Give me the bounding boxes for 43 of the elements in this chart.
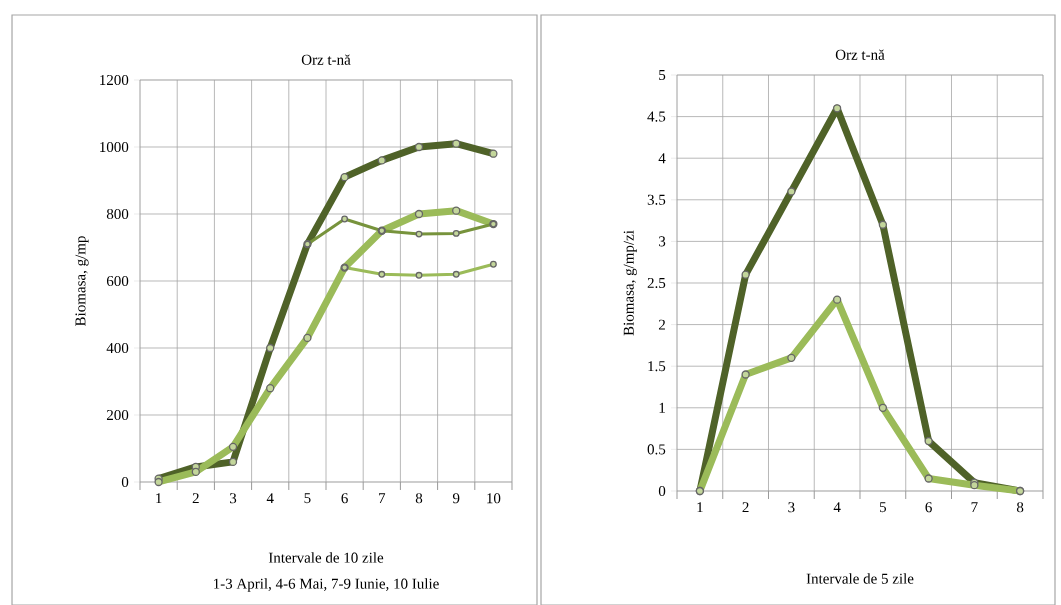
- x-tick-label: 10: [487, 493, 501, 504]
- x-tick-label: 6: [341, 493, 348, 504]
- y-tick-label: 0: [658, 485, 666, 497]
- y-tick-label: 4: [658, 153, 666, 164]
- y-tick-label: 1200: [100, 74, 129, 86]
- x-tick-label: 3: [788, 502, 795, 513]
- x-axis-title: Intervale de 5 zile: [806, 573, 914, 584]
- y-tick-label: 600: [106, 275, 129, 287]
- x-tick-label: 9: [452, 493, 460, 504]
- y-tick-label: 1.5: [648, 361, 666, 372]
- x-tick-label: 7: [379, 493, 386, 504]
- chart-title: Orz t-nă: [835, 49, 885, 60]
- x-tick-label: 4: [266, 493, 274, 504]
- y-axis-title: Biomasa, g/mp: [75, 236, 89, 326]
- y-tick-label: 3: [659, 236, 666, 247]
- x-tick-label: 2: [742, 502, 749, 513]
- x-tick-label: 3: [229, 493, 237, 504]
- x-tick-label: 6: [925, 502, 932, 513]
- y-tick-label: 3.5: [647, 194, 666, 205]
- chart-title: Orz t-nă: [301, 54, 351, 65]
- x-tick-label: 8: [415, 493, 423, 504]
- x-tick-label: 7: [971, 502, 978, 513]
- y-tick-label: 200: [106, 409, 129, 421]
- y-tick-label: 1: [659, 402, 665, 413]
- x-tick-label: 8: [1016, 502, 1024, 513]
- x-tick-label: 4: [833, 502, 841, 513]
- y-tick-label: 1000: [100, 141, 129, 153]
- x-tick-label: 2: [192, 493, 199, 504]
- y-tick-label: 5: [659, 70, 666, 80]
- x-tick-label: 5: [880, 502, 887, 513]
- x-tick-label: 1: [156, 493, 162, 504]
- text: 1-3 April, 4-6 Mai, 7-9 Iunie, 10 Iulie: [214, 578, 439, 592]
- y-tick-label: 800: [106, 208, 129, 220]
- x-tick-label: 1: [697, 502, 703, 513]
- y-tick-label: 2.5: [647, 277, 666, 289]
- y-tick-label: 400: [106, 342, 129, 354]
- y-tick-label: 0.5: [647, 444, 666, 455]
- x-axis-title: Intervale de 10 zile: [268, 552, 384, 563]
- x-tick-label: 5: [304, 493, 311, 504]
- y-tick-label: 2: [658, 319, 665, 330]
- y-tick-label: 4.5: [647, 111, 666, 122]
- y-tick-label: 0: [121, 476, 129, 488]
- y-axis-title: Biomasa, g/mp/zi: [623, 230, 637, 336]
